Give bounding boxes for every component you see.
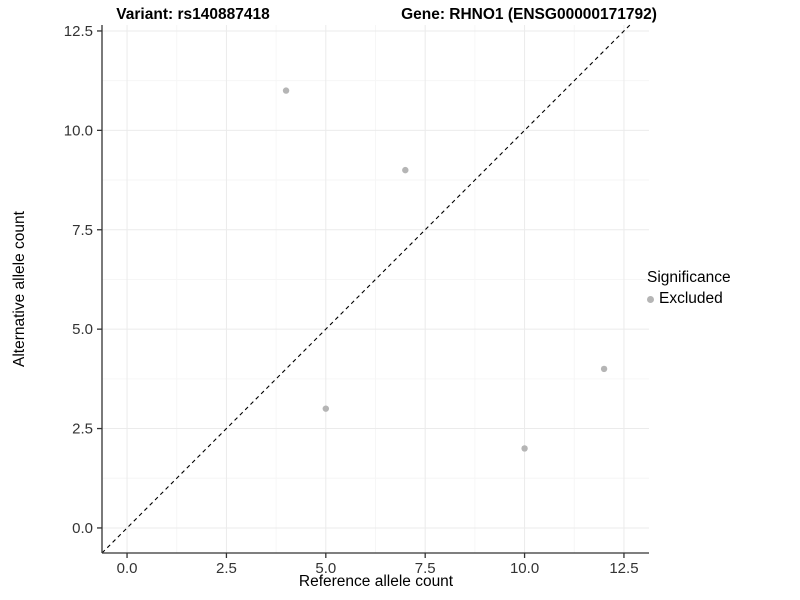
x-axis-label: Reference allele count bbox=[298, 573, 454, 590]
plot-title-gene: Gene: RHNO1 (ENSG00000171792) bbox=[401, 6, 657, 23]
data-point bbox=[322, 405, 330, 412]
y-axis-label: Alternative allele count bbox=[11, 211, 28, 367]
data-point bbox=[521, 445, 528, 452]
legend: Significance Excluded bbox=[647, 269, 731, 308]
x-tick-label: 10.0 bbox=[510, 560, 539, 577]
excluded-point-icon bbox=[647, 295, 654, 303]
x-tick-label: 0.0 bbox=[117, 560, 138, 577]
legend-item-label: Excluded bbox=[659, 290, 723, 307]
x-tick-label: 7.5 bbox=[415, 560, 436, 577]
plot-title-variant: Variant: rs140887418 bbox=[116, 6, 270, 23]
y-tick-label: 12.5 bbox=[64, 23, 93, 40]
y-tick-label: 5.0 bbox=[72, 321, 93, 338]
data-point bbox=[600, 365, 608, 373]
data-point bbox=[282, 87, 290, 94]
y-tick-label: 2.5 bbox=[72, 421, 93, 438]
legend-item-excluded: Excluded bbox=[647, 290, 731, 308]
x-tick-label: 12.5 bbox=[609, 560, 638, 577]
data-point bbox=[402, 166, 409, 174]
x-tick-label: 2.5 bbox=[216, 560, 237, 577]
y-tick-label: 10.0 bbox=[64, 122, 93, 139]
y-tick-label: 7.5 bbox=[72, 222, 93, 239]
legend-title: Significance bbox=[647, 269, 731, 286]
x-tick-label: 5.0 bbox=[315, 560, 336, 577]
y-tick-label: 0.0 bbox=[72, 520, 93, 537]
